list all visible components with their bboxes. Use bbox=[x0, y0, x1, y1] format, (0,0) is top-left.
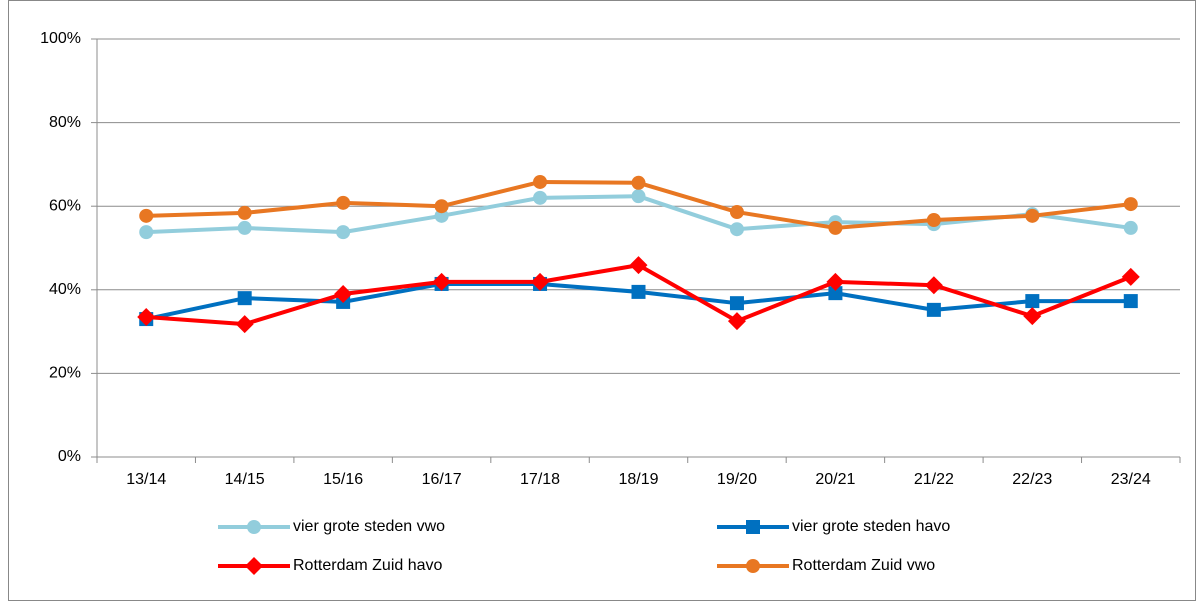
marker bbox=[139, 225, 154, 240]
x-tick-label: 19/20 bbox=[717, 471, 757, 488]
legend-label: Rotterdam Zuid vwo bbox=[792, 557, 935, 574]
marker bbox=[1121, 267, 1140, 286]
marker bbox=[828, 286, 843, 301]
marker bbox=[629, 256, 648, 275]
marker bbox=[247, 520, 261, 534]
marker bbox=[727, 312, 746, 331]
x-tick-label: 17/18 bbox=[520, 471, 560, 488]
marker bbox=[729, 222, 744, 237]
x-tick-label: 14/15 bbox=[225, 471, 265, 488]
chart-border bbox=[8, 0, 1196, 601]
marker bbox=[137, 307, 156, 326]
y-tick-label: 40% bbox=[49, 281, 81, 298]
marker bbox=[531, 272, 550, 291]
marker bbox=[1025, 208, 1040, 223]
marker bbox=[926, 212, 941, 227]
marker bbox=[729, 296, 744, 311]
marker bbox=[746, 520, 760, 534]
marker bbox=[631, 189, 646, 204]
x-tick-label: 15/16 bbox=[323, 471, 363, 488]
y-tick-label: 100% bbox=[40, 30, 81, 47]
y-tick-label: 80% bbox=[49, 114, 81, 131]
marker bbox=[1123, 294, 1138, 309]
marker bbox=[1123, 220, 1138, 235]
marker bbox=[334, 284, 353, 303]
marker bbox=[237, 205, 252, 220]
legend-label: vier grote steden havo bbox=[792, 518, 950, 535]
marker bbox=[533, 190, 548, 205]
x-tick-label: 21/22 bbox=[914, 471, 954, 488]
x-tick-label: 20/21 bbox=[815, 471, 855, 488]
x-tick-label: 23/24 bbox=[1111, 471, 1151, 488]
marker bbox=[1123, 197, 1138, 212]
marker bbox=[828, 220, 843, 235]
marker bbox=[139, 208, 154, 223]
marker bbox=[237, 220, 252, 235]
marker bbox=[826, 272, 845, 291]
marker bbox=[434, 208, 449, 223]
marker bbox=[924, 276, 943, 295]
marker bbox=[1025, 294, 1040, 309]
x-tick-label: 13/14 bbox=[126, 471, 166, 488]
marker bbox=[533, 174, 548, 189]
marker bbox=[237, 291, 252, 306]
marker bbox=[926, 302, 941, 317]
x-tick-label: 18/19 bbox=[618, 471, 658, 488]
marker bbox=[631, 175, 646, 190]
y-tick-label: 20% bbox=[49, 365, 81, 382]
legend-label: vier grote steden vwo bbox=[293, 518, 445, 535]
y-tick-label: 0% bbox=[58, 448, 81, 465]
marker bbox=[1023, 307, 1042, 326]
marker bbox=[336, 195, 351, 210]
marker bbox=[245, 557, 263, 575]
marker bbox=[336, 225, 351, 240]
marker bbox=[432, 272, 451, 291]
marker bbox=[729, 205, 744, 220]
legend-label: Rotterdam Zuid havo bbox=[293, 557, 443, 574]
y-tick-label: 60% bbox=[49, 197, 81, 214]
x-tick-label: 22/23 bbox=[1012, 471, 1052, 488]
marker bbox=[631, 284, 646, 299]
marker bbox=[434, 199, 449, 214]
marker bbox=[235, 315, 254, 334]
x-tick-label: 16/17 bbox=[422, 471, 462, 488]
marker bbox=[746, 559, 760, 573]
